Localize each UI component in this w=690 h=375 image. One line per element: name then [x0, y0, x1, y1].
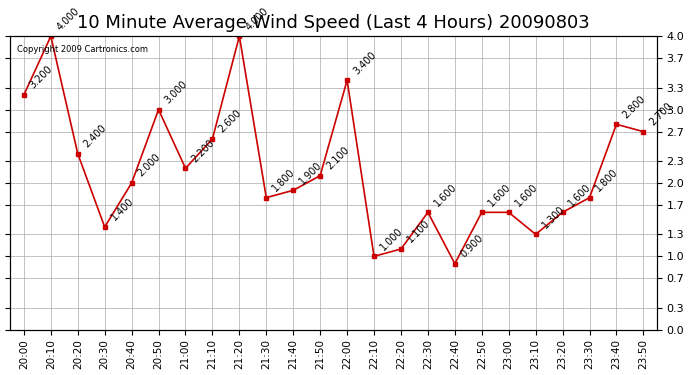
Text: 2.400: 2.400 — [82, 123, 108, 150]
Text: 1.100: 1.100 — [405, 218, 432, 245]
Text: 1.300: 1.300 — [540, 204, 566, 230]
Text: 1.600: 1.600 — [486, 182, 513, 208]
Text: 2.600: 2.600 — [217, 108, 243, 135]
Text: 1.600: 1.600 — [432, 182, 459, 208]
Text: 2.800: 2.800 — [620, 93, 647, 120]
Text: 1.900: 1.900 — [297, 160, 324, 186]
Title: 10 Minute Average Wind Speed (Last 4 Hours) 20090803: 10 Minute Average Wind Speed (Last 4 Hou… — [77, 14, 590, 32]
Text: 2.200: 2.200 — [190, 138, 217, 164]
Text: 4.000: 4.000 — [55, 6, 81, 32]
Text: 1.400: 1.400 — [109, 196, 135, 223]
Text: 4.000: 4.000 — [244, 6, 270, 32]
Text: 1.800: 1.800 — [593, 167, 620, 194]
Text: 1.800: 1.800 — [270, 167, 297, 194]
Text: 2.700: 2.700 — [647, 101, 674, 128]
Text: 3.000: 3.000 — [163, 79, 189, 105]
Text: 0.900: 0.900 — [459, 233, 486, 260]
Text: 1.600: 1.600 — [513, 182, 540, 208]
Text: 2.000: 2.000 — [136, 152, 162, 179]
Text: Copyright 2009 Cartronics.com: Copyright 2009 Cartronics.com — [17, 45, 148, 54]
Text: 1.600: 1.600 — [566, 182, 593, 208]
Text: 3.200: 3.200 — [28, 64, 55, 91]
Text: 3.400: 3.400 — [351, 50, 378, 76]
Text: 1.000: 1.000 — [378, 226, 405, 252]
Text: 2.100: 2.100 — [324, 145, 351, 171]
